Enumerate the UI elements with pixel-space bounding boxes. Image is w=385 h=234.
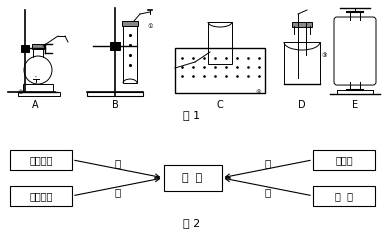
Bar <box>18 92 60 96</box>
Text: A: A <box>32 100 38 110</box>
Bar <box>313 186 375 206</box>
Text: ④: ④ <box>255 90 261 95</box>
Text: C: C <box>217 100 223 110</box>
Bar <box>175 48 265 93</box>
Bar <box>21 45 29 52</box>
Text: 丁: 丁 <box>264 187 270 197</box>
Text: E: E <box>352 100 358 110</box>
Text: B: B <box>112 100 118 110</box>
Bar <box>313 150 375 170</box>
Text: 高锰酸钾: 高锰酸钾 <box>29 191 53 201</box>
Bar <box>32 44 44 49</box>
Bar <box>208 22 232 64</box>
Text: 氯酸钾: 氯酸钾 <box>335 155 353 165</box>
Text: ②: ② <box>17 90 23 95</box>
Text: 甲: 甲 <box>115 158 121 168</box>
Bar <box>23 84 53 92</box>
Bar <box>284 42 320 84</box>
Bar <box>123 25 137 83</box>
Text: 乙: 乙 <box>115 187 121 197</box>
Text: 空  气: 空 气 <box>335 191 353 201</box>
Bar <box>10 150 72 170</box>
Text: 氧  气: 氧 气 <box>182 173 203 183</box>
Text: 过氧化氢: 过氧化氢 <box>29 155 53 165</box>
Bar <box>164 165 221 191</box>
Bar <box>110 42 120 50</box>
Text: ③: ③ <box>322 52 328 58</box>
Bar <box>292 22 312 27</box>
Text: 丙: 丙 <box>264 158 270 168</box>
Text: D: D <box>298 100 306 110</box>
Text: 图 1: 图 1 <box>183 110 201 120</box>
Text: 图 2: 图 2 <box>183 218 201 228</box>
Bar <box>87 92 143 96</box>
Text: ①: ① <box>148 23 154 29</box>
Bar <box>122 21 138 26</box>
Bar <box>10 186 72 206</box>
